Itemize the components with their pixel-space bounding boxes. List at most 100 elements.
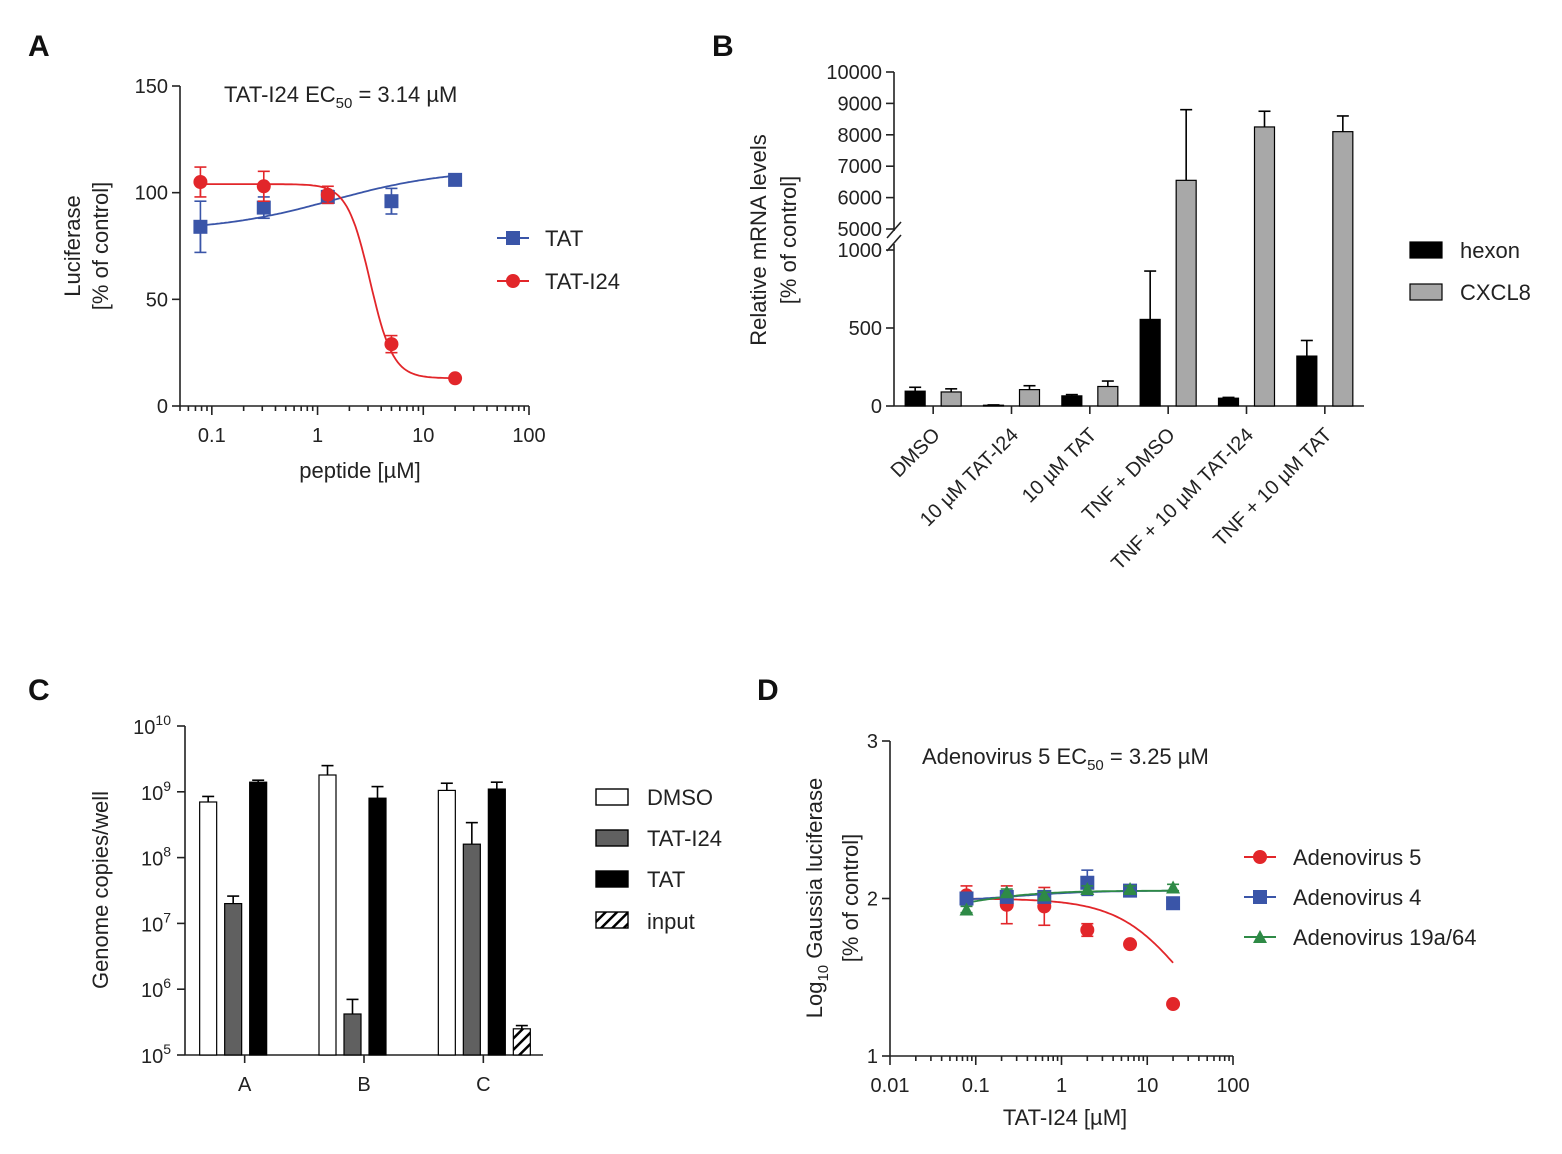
panel-a: TAT-I24 EC50 = 3.14 µM peptide [µM] Luci… (60, 76, 620, 483)
y-tick-label: 106 (141, 975, 171, 1002)
legend-label: TAT (545, 226, 583, 251)
y-tick-label: 500 (849, 318, 882, 340)
y-tick-label: 1 (867, 1046, 878, 1068)
panel-b-legend: hexon CXCL8 (1409, 238, 1531, 305)
legend-label: input (647, 909, 695, 934)
bar-TAT (249, 781, 268, 1056)
panel-c-y-label: Genome copies/well (88, 791, 113, 989)
data-point-circle (1123, 937, 1138, 952)
x-tick-label: 0.1 (198, 425, 226, 447)
axis-break-mark (886, 234, 902, 252)
y-tick-label: 5000 (838, 219, 883, 241)
legend-marker-square (506, 231, 520, 245)
legend-marker-circle (1253, 850, 1267, 864)
panel-d-y-label-line2: [% of control] (838, 834, 863, 962)
panel-letter-d: D (757, 674, 779, 707)
panel-c-legend: DMSO TAT-I24 TAT input (595, 785, 722, 934)
panel-b: Relative mRNA levels [% of control] 0 500… (746, 62, 1531, 575)
y-tick-label: 1010 (133, 712, 171, 739)
data-point-square (193, 219, 208, 234)
y-tick-label: 107 (141, 909, 171, 936)
data-point-triangle (1037, 888, 1052, 902)
bar-CXCL8 (1018, 389, 1041, 407)
data-point-triangle (1080, 882, 1095, 896)
data-point-square (256, 200, 271, 215)
legend-label: TAT (647, 867, 685, 892)
axis-break-mark (886, 221, 902, 239)
panel-d-annotation: Adenovirus 5 EC50 = 3.25 µM (922, 744, 1209, 774)
y-tick-label: 105 (141, 1041, 171, 1068)
x-tick-label: B (357, 1074, 370, 1096)
y-tick-label: 109 (141, 778, 171, 805)
y-tick-label: 108 (141, 844, 171, 871)
legend-swatch-cxcl8 (1409, 283, 1443, 301)
bar-hexon (1061, 395, 1083, 407)
y-tick-label: 50 (146, 289, 168, 311)
x-tick-label: C (476, 1074, 490, 1096)
panel-a-legend: TAT TAT-I24 (497, 226, 620, 294)
panel-c: Genome copies/well 105 106 107 108 109 1010 A B… (88, 712, 722, 1096)
y-tick-label: 7000 (838, 156, 883, 178)
bar-hexon (1217, 397, 1240, 407)
legend-label: Adenovirus 19a/64 (1293, 925, 1476, 950)
data-point-square (448, 172, 463, 187)
bar-TAT (487, 788, 506, 1056)
y-tick-label: 6000 (838, 188, 883, 210)
data-point-triangle (999, 885, 1014, 899)
data-point-circle (1166, 997, 1181, 1012)
legend-swatch-tat-i24 (595, 829, 629, 847)
x-tick-label: 10 (1136, 1075, 1158, 1097)
data-point-square (384, 194, 399, 209)
panel-d: Adenovirus 5 EC50 = 3.25 µM TAT-I24 [µM]… (802, 731, 1476, 1130)
legend-label: Adenovirus 4 (1293, 885, 1421, 910)
panel-d-y-label-line1: Log10 Gaussia luciferase (802, 778, 832, 1019)
x-tick-label: 10 µM TAT (1018, 424, 1101, 507)
data-point-circle (256, 179, 271, 194)
fit-curve-tat-i24 (200, 183, 456, 379)
data-point-triangle (1123, 882, 1138, 896)
panel-letter-b: B (712, 30, 734, 63)
x-tick-label: 1 (312, 425, 323, 447)
panel-b-y-label-line1: Relative mRNA levels (746, 134, 771, 346)
panel-a-x-label: peptide [µM] (299, 458, 421, 483)
panel-a-annotation: TAT-I24 EC50 = 3.14 µM (224, 82, 457, 112)
panel-b-y-label-line2: [% of control] (776, 176, 801, 304)
data-point-circle (384, 337, 399, 352)
data-point-square (1166, 896, 1181, 911)
data-point-circle (320, 187, 335, 202)
x-tick-label: TNF + 10 µM TAT-I24 (1107, 424, 1258, 575)
bar-TAT (368, 797, 387, 1056)
legend-label: hexon (1460, 238, 1520, 263)
legend-marker-triangle (1253, 930, 1267, 943)
x-tick-label: DMSO (887, 424, 945, 482)
data-point-square (959, 891, 974, 906)
legend-label: DMSO (647, 785, 713, 810)
legend-marker-circle (506, 274, 520, 288)
bar-CXCL8 (1253, 126, 1276, 407)
bar-hexon (1296, 355, 1318, 407)
bar-CXCL8 (940, 391, 962, 407)
y-tick-label: 10000 (826, 62, 882, 84)
data-point-circle (1080, 923, 1095, 937)
data-point-circle (193, 175, 208, 189)
legend-label: CXCL8 (1460, 280, 1531, 305)
y-tick-label: 3 (867, 731, 878, 753)
panel-letter-a: A (28, 30, 50, 63)
y-tick-label: 9000 (838, 93, 883, 115)
x-tick-label: 0.1 (962, 1075, 990, 1097)
y-tick-label: 1000 (838, 240, 883, 262)
data-point-triangle (959, 902, 974, 916)
bar-DMSO (437, 789, 456, 1056)
panel-a-y-label-line1: Luciferase (60, 195, 85, 297)
x-tick-label: 10 (412, 425, 434, 447)
x-tick-label: 1 (1056, 1075, 1067, 1097)
y-tick-label: 2 (867, 889, 878, 911)
bar-hexon (904, 390, 926, 407)
data-point-circle (448, 371, 463, 386)
bar-TAT-I24 (224, 902, 243, 1056)
legend-swatch-dmso (595, 788, 629, 806)
legend-swatch-tat (595, 870, 629, 888)
x-tick-label: 100 (512, 425, 545, 447)
x-tick-label: 0.01 (871, 1075, 910, 1097)
